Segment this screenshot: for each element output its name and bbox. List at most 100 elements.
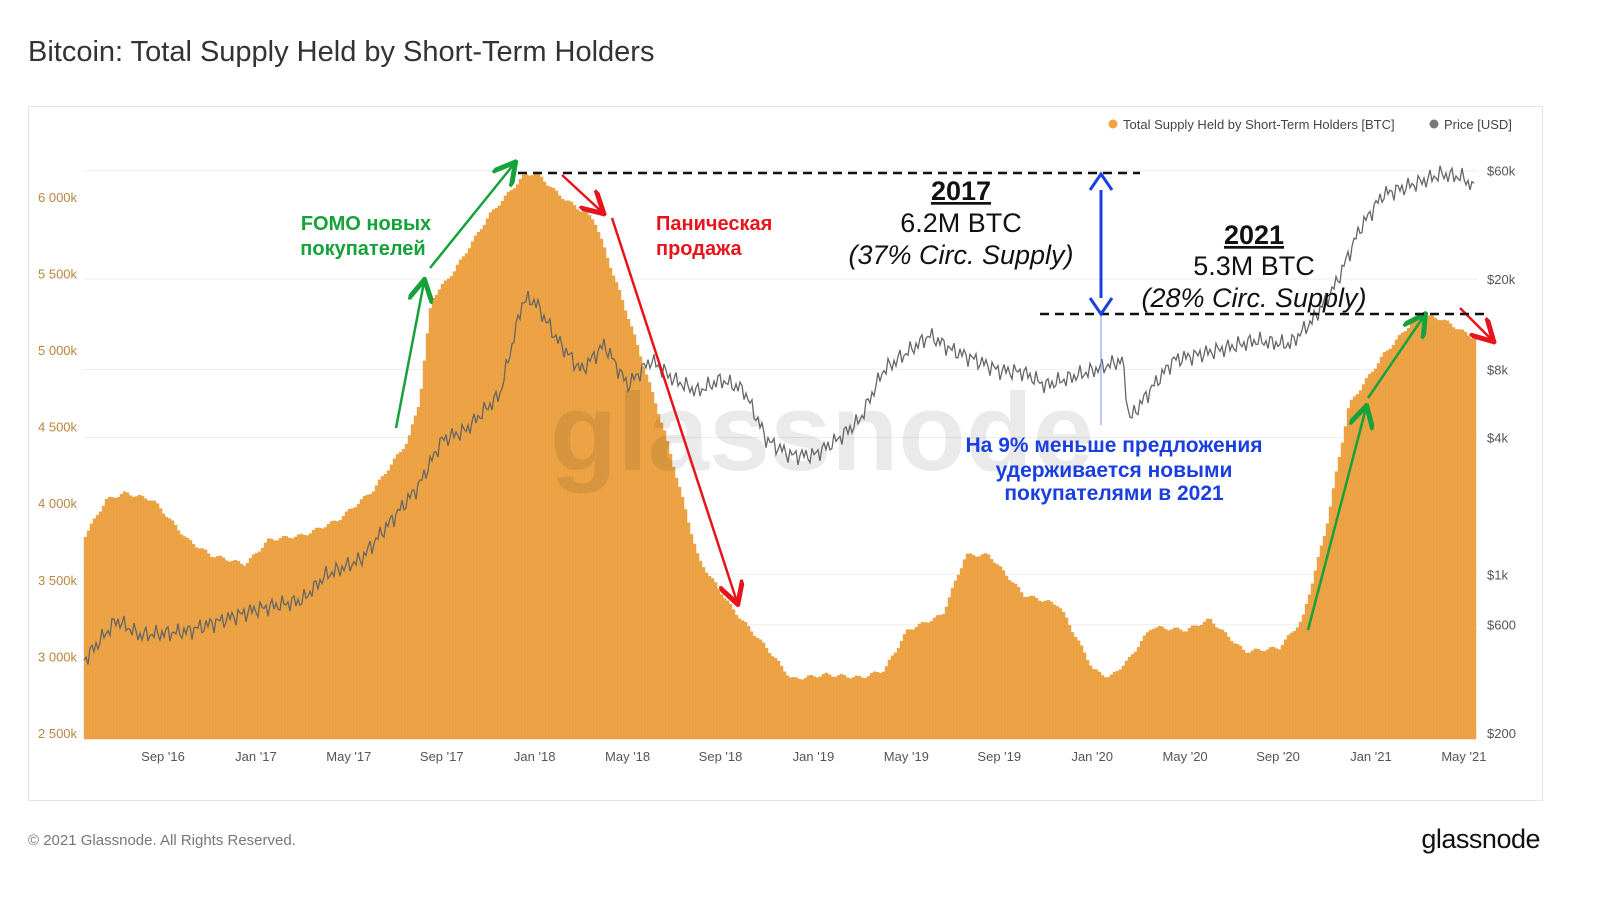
supply-bar [971,555,976,740]
supply-bar [1013,583,1018,740]
supply-bar [272,540,277,740]
supply-bar [1385,350,1390,740]
supply-bar [203,549,208,740]
supply-bar [848,678,853,740]
supply-bar [386,470,391,740]
supply-bar [500,201,505,740]
x-tick-label: Sep '18 [699,749,743,764]
supply-bar [470,241,475,740]
legend-swatch-price [1429,119,1439,129]
supply-bar [1091,669,1096,740]
arrow-fomo-2 [429,164,514,269]
supply-bar [1220,629,1225,740]
copyright: © 2021 Glassnode. All Rights Reserved. [28,832,296,849]
supply-bar [443,280,448,740]
supply-bar [1373,368,1378,740]
supply-bar [1349,399,1354,740]
supply-bar [761,642,766,740]
supply-bar [485,218,490,740]
supply-bar [1238,645,1243,740]
supply-bar [881,671,886,740]
supply-bar [140,495,145,740]
supply-bar [959,568,964,740]
supply-bar [341,516,346,740]
supply-bar [986,554,991,740]
supply-bar [494,207,499,740]
supply-bar [1148,630,1153,740]
supply-bar [350,508,355,740]
supply-bar [1004,575,1009,740]
supply-bar [1019,592,1024,740]
supply-bar [857,676,862,740]
arrow-fomo-2021-2 [1366,316,1424,399]
supply-bar [1379,356,1384,740]
supply-bar [917,623,922,740]
supply-bar [1292,631,1297,740]
x-tick-label: May '18 [605,749,650,764]
supply-bar [89,523,94,740]
supply-bar [1283,639,1288,740]
supply-bar [1367,374,1372,740]
supply-bar [1100,675,1105,740]
supply-bar [389,464,394,740]
supply-bar [683,509,688,740]
supply-bar [890,655,895,740]
supply-bar [773,658,778,740]
supply-bar [806,675,811,740]
supply-bar [1037,600,1042,740]
supply-bar [1358,390,1363,740]
supply-bar [467,248,472,740]
supply-bar [704,572,709,740]
panic-label-2: продажа [656,238,742,260]
supply-bar [149,500,154,740]
supply-bar [1046,600,1051,740]
legend-price[interactable]: Price [USD] [1444,117,1512,132]
supply-bar [722,598,727,740]
supply-bar [518,178,523,740]
supply-bar [932,617,937,740]
supply-bar [695,553,700,740]
supply-bar [191,544,196,740]
right-tick-label: $20k [1487,272,1516,287]
supply-bar [356,503,361,740]
supply-bar [893,652,898,740]
supply-bar [248,558,253,740]
supply-bar [1061,612,1066,740]
supply-bar [1157,626,1162,740]
supply-bar [1190,625,1195,740]
supply-bar [872,671,877,740]
supply-bar [260,547,265,740]
supply-bar [278,538,283,740]
diff-label-3: покупателями в 2021 [1004,482,1224,505]
supply-bar [785,675,790,740]
supply-bar [1343,426,1348,740]
supply-bar [401,449,406,740]
supply-bar [791,677,796,740]
watermark: glassnode [550,371,1094,494]
supply-bar [1454,329,1459,740]
supply-bar [854,675,859,740]
legend-supply[interactable]: Total Supply Held by Short-Term Holders … [1123,117,1395,132]
x-tick-label: Jan '20 [1071,749,1113,764]
supply-bar [122,491,127,740]
supply-bar [1301,614,1306,740]
supply-bar [710,578,715,740]
supply-bar [818,676,823,740]
chart-frame [28,106,1543,801]
supply-bar [221,557,226,740]
supply-bar [1121,665,1126,740]
supply-bar [1001,570,1006,740]
supply-bar [449,276,454,740]
left-tick-label: 6 000k [38,190,78,205]
supply-bar [488,212,493,740]
supply-bar [1049,601,1054,740]
supply-bar [1415,314,1420,740]
supply-bar [950,587,955,740]
supply-bar [1472,338,1477,740]
supply-bar [707,575,712,740]
supply-bar [812,676,817,740]
supply-bar [1271,646,1276,740]
supply-bar [809,675,814,740]
supply-bar [977,556,982,740]
